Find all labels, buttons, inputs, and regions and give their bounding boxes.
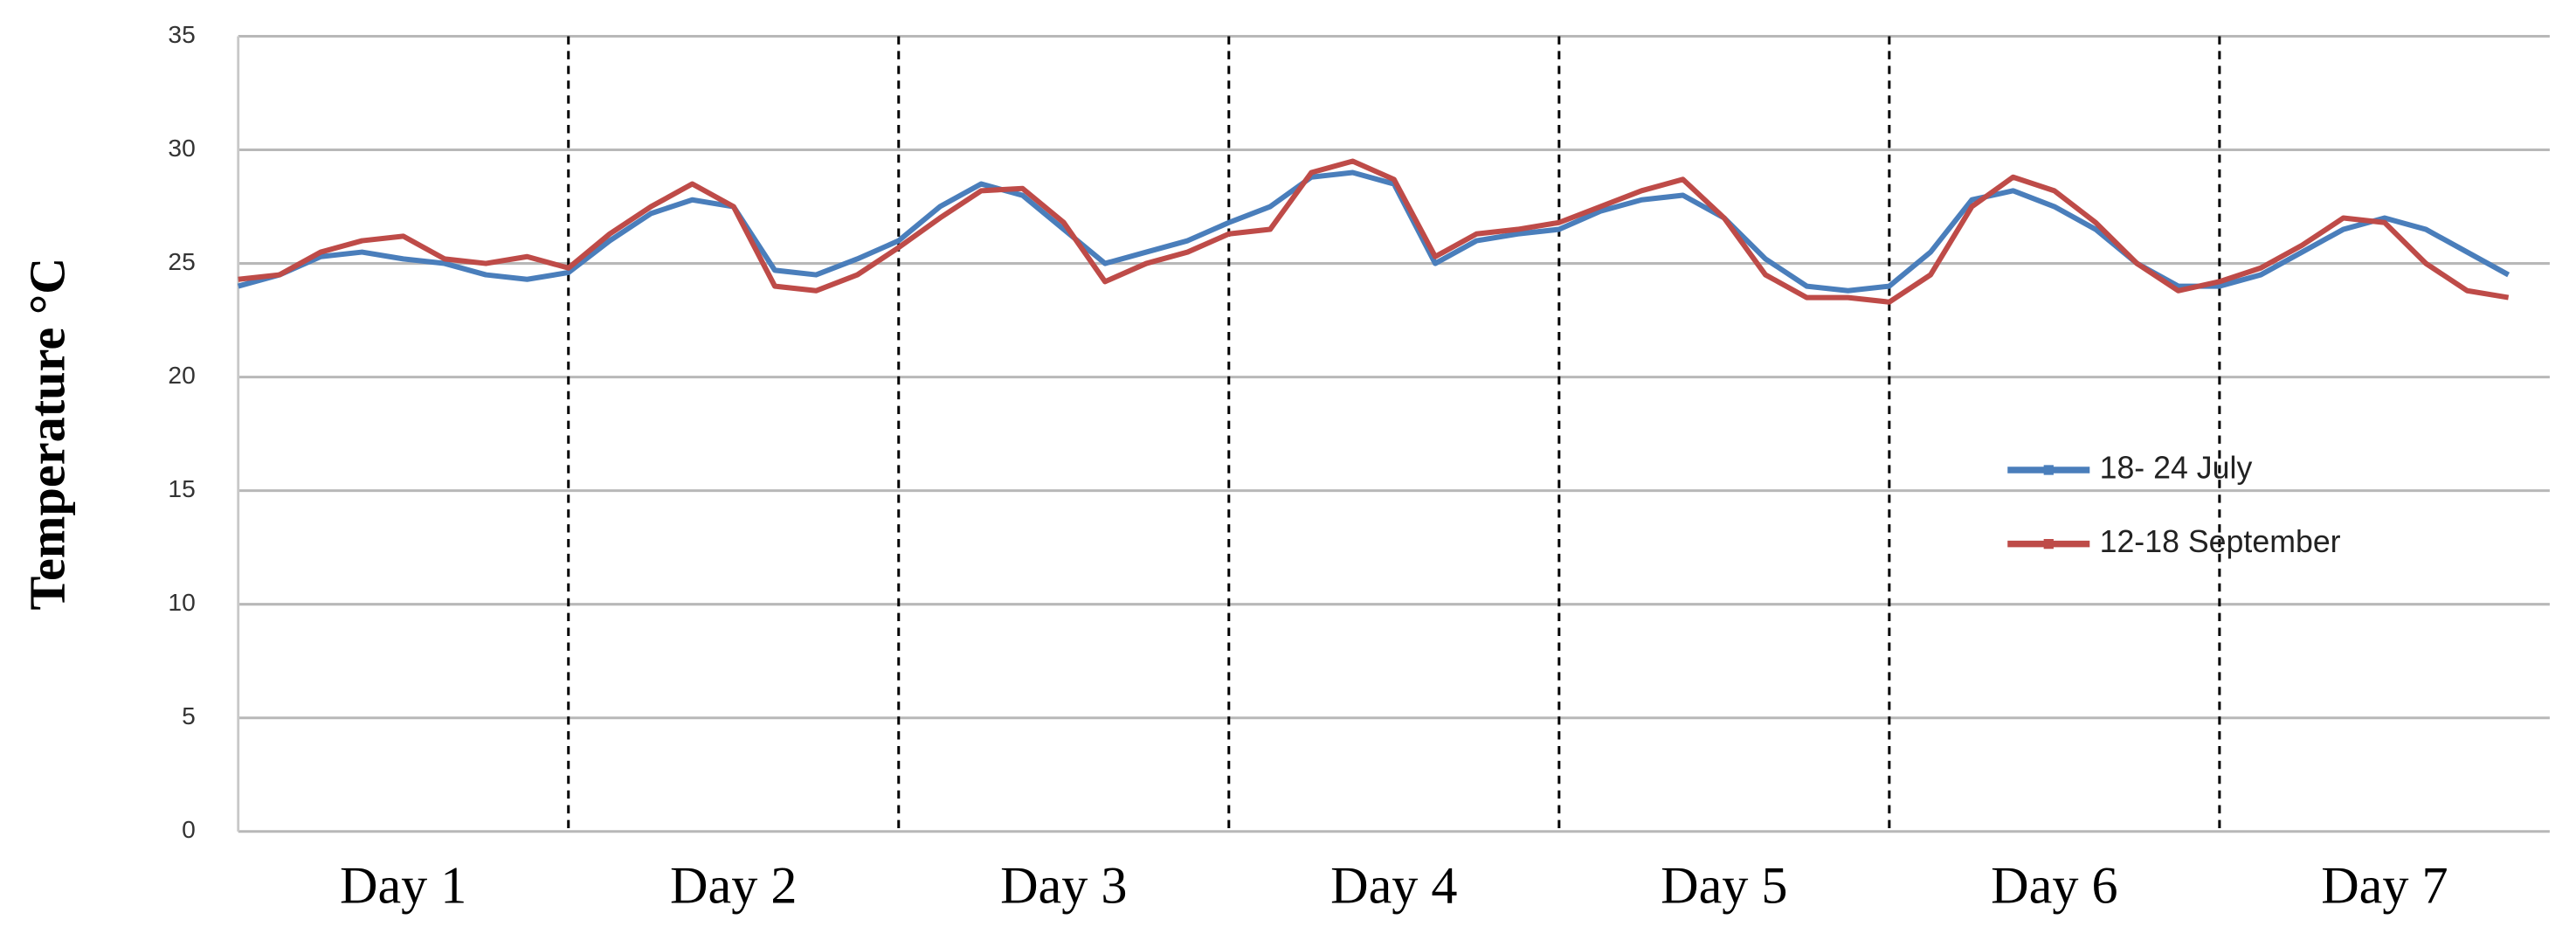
legend-marker <box>2043 465 2054 475</box>
series-line <box>237 169 2510 294</box>
y-tick-label: 25 <box>168 247 195 275</box>
legend-label: 18- 24 July <box>2100 450 2253 485</box>
y-tick-label: 10 <box>168 588 195 616</box>
series-line <box>238 158 2510 305</box>
legend-label: 12-18 September <box>2100 524 2341 559</box>
y-tick-label: 5 <box>182 702 196 729</box>
x-tick-label: Day 6 <box>1991 856 2117 915</box>
y-axis-title: Temperature °C <box>19 258 76 611</box>
x-tick-label: Day 5 <box>1661 856 1787 915</box>
x-tick-label: Day 1 <box>340 856 466 915</box>
x-tick-label: Day 4 <box>1330 856 1457 915</box>
y-tick-label: 15 <box>168 474 195 502</box>
x-tick-label: Day 7 <box>2321 856 2448 915</box>
legend-marker <box>2043 538 2054 549</box>
y-tick-label: 20 <box>168 361 195 389</box>
y-tick-label: 0 <box>182 815 196 843</box>
y-tick-label: 30 <box>168 134 195 162</box>
x-tick-label: Day 3 <box>1000 856 1127 915</box>
x-tick-label: Day 2 <box>670 856 797 915</box>
y-tick-label: 35 <box>168 20 195 48</box>
